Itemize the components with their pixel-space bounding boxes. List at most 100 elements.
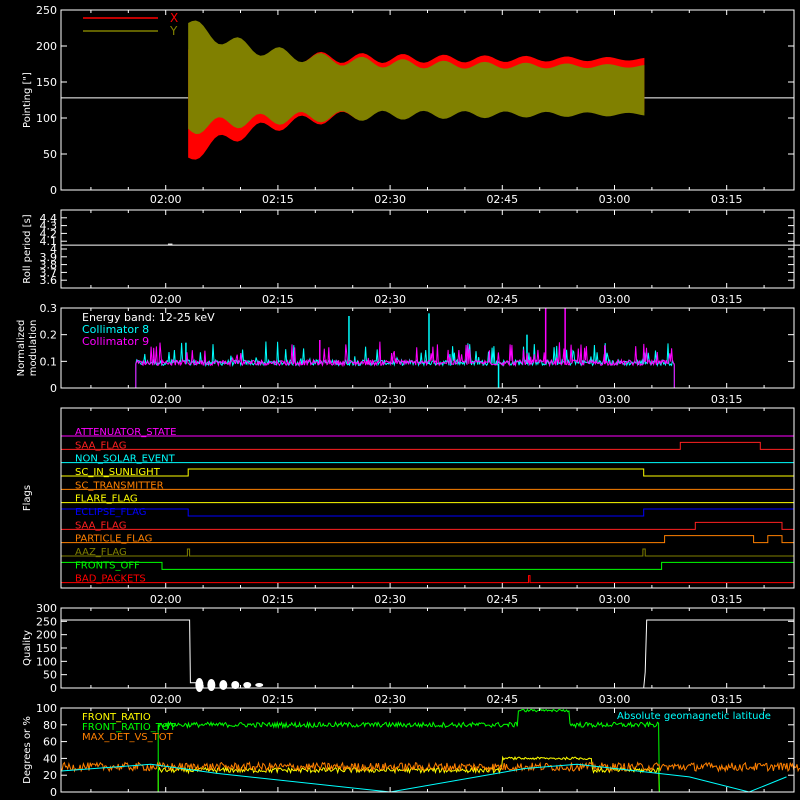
flag-label: SC_TRANSMITTER	[75, 480, 164, 491]
quality-bump	[195, 678, 204, 692]
y-tick-label: 4	[50, 243, 57, 256]
y-axis-label: Roll period [s]	[22, 214, 33, 283]
legend-label-geomagnetic-latitude: Absolute geomagnetic latitude	[617, 711, 771, 722]
legend-label: FRONT_RATIO_TOT	[82, 722, 177, 733]
flag-label: ECLIPSE_FLAG	[75, 507, 146, 518]
y-tick-label: 0	[50, 184, 57, 197]
x-tick-label: 02:45	[486, 393, 518, 406]
x-tick-label: 02:00	[150, 593, 182, 606]
y-tick-label: 0	[50, 786, 57, 799]
y-tick-label: 0	[50, 382, 57, 395]
y-axis-label: Pointing ["]	[22, 72, 33, 128]
quality-bump	[207, 679, 216, 691]
x-tick-label: 02:15	[262, 393, 294, 406]
flag-line-sc-in-sunlight	[61, 468, 794, 477]
legend-label-y: Y	[169, 24, 178, 38]
flag-label: ATTENUATOR_STATE	[75, 427, 176, 438]
panel-roll_period: 02:00 02:15 02:30 02:45 03:00 03:15 3.63.73.83…	[22, 209, 800, 306]
panel-ratios: FRONT_RATIOFRONT_RATIO_TOTMAX_DET_VS_TOT…	[22, 702, 800, 799]
y-tick-label: 4.3	[40, 220, 58, 233]
flag-line-particle-flag	[61, 535, 794, 544]
x-tick-label: 02:30	[374, 393, 406, 406]
panel-quality: 02:00 02:15 02:30 02:45 03:00 03:150501001502…	[22, 602, 795, 706]
legend-label-collimator-8: Collimator 8	[82, 323, 149, 336]
x-tick-label: 03:15	[711, 193, 743, 206]
y-tick-label: 250	[36, 4, 57, 17]
y-tick-label: 300	[36, 602, 57, 615]
x-tick-label: 03:15	[711, 393, 743, 406]
flag-line-fronts-off	[61, 561, 794, 570]
panel-flags: ATTENUATOR_STATE SAA_FLAG NON_SOLAR_EVENT S…	[22, 407, 795, 606]
y-tick-label: 3.9	[40, 251, 58, 264]
x-tick-label: 02:00	[150, 293, 182, 306]
x-tick-label: 02:30	[374, 193, 406, 206]
flag-label: FRONTS_OFF	[75, 560, 140, 571]
legend-label-x: X	[170, 11, 178, 25]
x-tick-label: 03:00	[599, 393, 631, 406]
y-tick-label: 200	[36, 40, 57, 53]
flag-line-bad-packets	[61, 575, 794, 584]
flag-label: BAD_PACKETS	[75, 574, 146, 585]
y-tick-label: 80	[43, 719, 57, 732]
panel-frame	[60, 209, 795, 289]
flag-line-saa-flag	[61, 441, 794, 450]
x-tick-label: 03:15	[711, 693, 743, 706]
y-axis-label: Degrees or %	[22, 716, 33, 784]
y-tick-label: 200	[36, 629, 57, 642]
series-max-det-vs-tot	[60, 760, 800, 792]
quality-bump	[255, 683, 264, 687]
y-tick-label: 100	[36, 112, 57, 125]
y-tick-label: 3.7	[40, 266, 58, 279]
flag-line-eclipse-flag	[61, 508, 794, 517]
x-tick-label: 03:00	[599, 293, 631, 306]
x-tick-label: 02:30	[374, 593, 406, 606]
y-tick-label: 50	[43, 669, 57, 682]
y-tick-label: 20	[43, 769, 57, 782]
series-front-ratio-tot	[157, 708, 660, 793]
x-tick-label: 03:00	[599, 693, 631, 706]
series-y-band	[188, 20, 645, 134]
annotation-energy-band: Energy band: 12-25 keV	[82, 311, 215, 324]
x-tick-label: 03:00	[599, 193, 631, 206]
quality-line	[61, 619, 794, 689]
x-tick-label: 02:45	[486, 293, 518, 306]
y-tick-label: 0.1	[40, 355, 58, 368]
flag-line-aaz-flag	[61, 548, 794, 557]
x-tick-label: 02:00	[150, 693, 182, 706]
y-tick-label: 4.2	[40, 227, 58, 240]
y-axis-label-line2: modulation	[28, 320, 39, 377]
y-tick-label: 100	[36, 702, 57, 715]
flag-label: NON_SOLAR_EVENT	[75, 454, 176, 465]
series-absolute-geomagnetic-latitude	[60, 763, 787, 793]
legend-label: MAX_DET_VS_TOT	[82, 732, 174, 743]
quality-bump	[243, 682, 252, 688]
x-tick-label: 02:15	[262, 693, 294, 706]
y-tick-label: 4.4	[40, 212, 58, 225]
legend-label-collimator-9: Collimator 9	[82, 335, 149, 348]
x-tick-label: 02:15	[262, 293, 294, 306]
flag-line-saa-flag	[61, 521, 794, 530]
y-tick-label: 100	[36, 655, 57, 668]
x-tick-label: 02:45	[486, 193, 518, 206]
y-axis-label-line1: Normalized	[16, 320, 27, 377]
y-tick-label: 4.1	[40, 235, 58, 248]
panel-pointing: XY 02:00 02:15 02:30 02:45 03:00 03:15 0 50 100 15…	[22, 4, 795, 206]
x-tick-label: 02:00	[150, 193, 182, 206]
x-tick-label: 02:45	[486, 693, 518, 706]
y-tick-label: 60	[43, 736, 57, 749]
y-tick-label: 250	[36, 615, 57, 628]
y-tick-label: 150	[36, 76, 57, 89]
x-tick-label: 02:30	[374, 293, 406, 306]
x-tick-label: 02:45	[486, 593, 518, 606]
flag-label: FLARE_FLAG	[75, 494, 138, 505]
series-collimator-9	[135, 341, 675, 389]
y-tick-label: 50	[43, 148, 57, 161]
legend-label: FRONT_RATIO	[82, 712, 151, 723]
y-tick-label: 3.6	[40, 274, 58, 287]
y-axis-label: Quality	[22, 630, 33, 666]
x-tick-label: 03:15	[711, 593, 743, 606]
x-tick-label: 02:30	[374, 693, 406, 706]
flag-label: SC_IN_SUNLIGHT	[75, 467, 161, 478]
y-axis-label: Flags	[22, 485, 33, 511]
